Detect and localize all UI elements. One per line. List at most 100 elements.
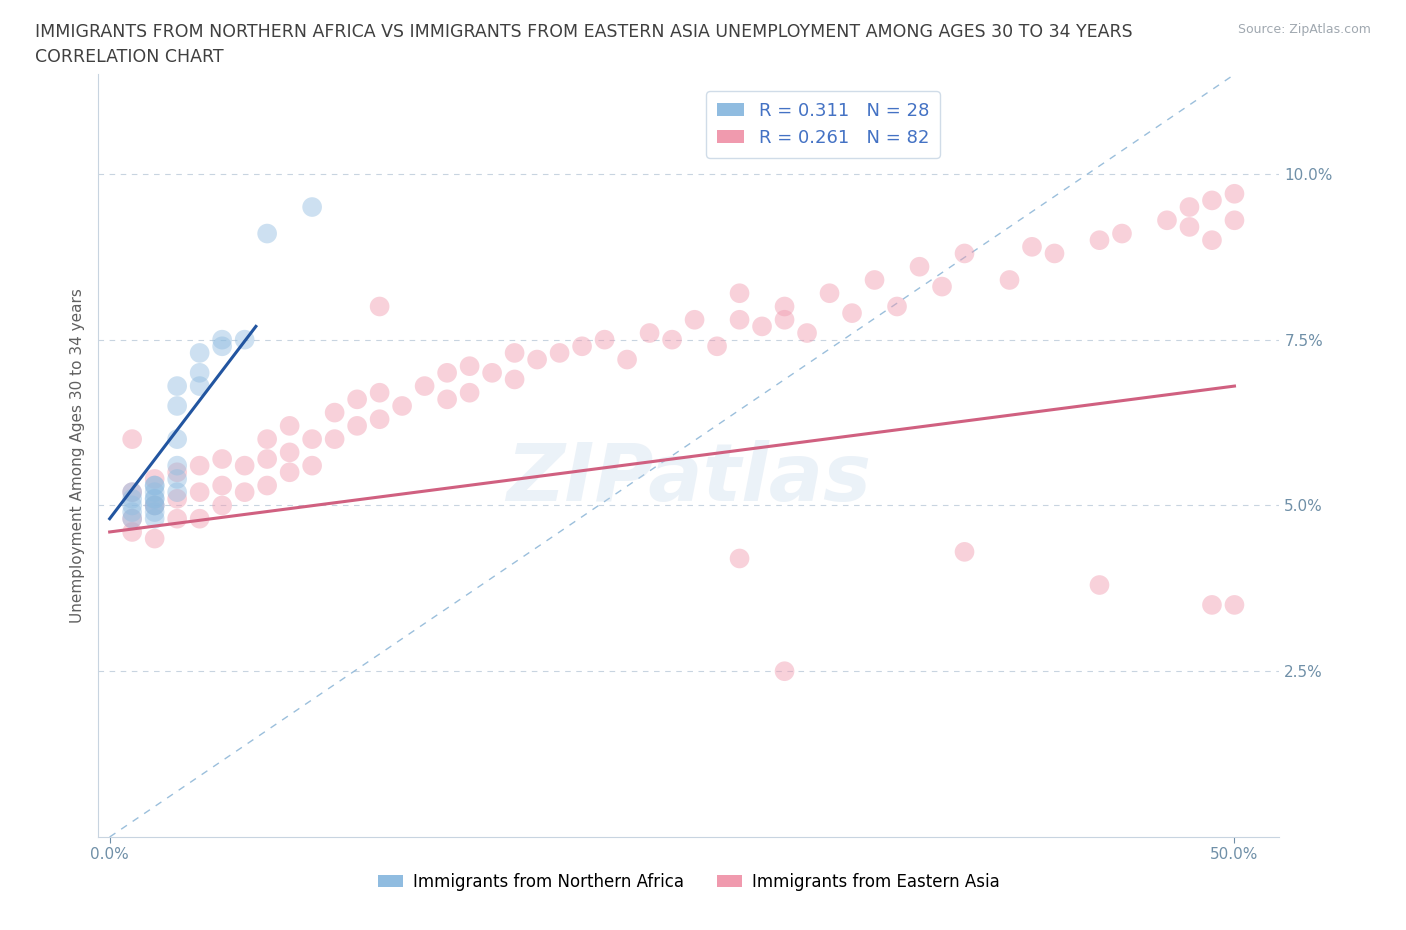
Point	[188, 485, 211, 499]
Point	[1201, 597, 1223, 612]
Point	[1201, 232, 1223, 247]
Point	[278, 418, 301, 433]
Point	[346, 392, 368, 406]
Point	[143, 498, 166, 512]
Point	[256, 478, 278, 493]
Point	[143, 472, 166, 486]
Point	[908, 259, 931, 274]
Point	[233, 332, 256, 347]
Y-axis label: Unemployment Among Ages 30 to 34 years: Unemployment Among Ages 30 to 34 years	[69, 288, 84, 623]
Point	[728, 551, 751, 566]
Point	[413, 379, 436, 393]
Point	[121, 512, 143, 526]
Point	[188, 512, 211, 526]
Point	[278, 465, 301, 480]
Point	[683, 312, 706, 327]
Point	[841, 306, 863, 321]
Point	[773, 299, 796, 314]
Point	[661, 332, 683, 347]
Point	[728, 286, 751, 300]
Point	[121, 505, 143, 520]
Point	[188, 458, 211, 473]
Point	[166, 472, 188, 486]
Point	[256, 432, 278, 446]
Point	[1223, 213, 1246, 228]
Point	[1201, 193, 1223, 207]
Point	[368, 385, 391, 400]
Point	[143, 498, 166, 512]
Point	[211, 339, 233, 353]
Point	[278, 445, 301, 459]
Point	[166, 491, 188, 506]
Point	[121, 432, 143, 446]
Point	[1156, 213, 1178, 228]
Point	[1088, 232, 1111, 247]
Text: Source: ZipAtlas.com: Source: ZipAtlas.com	[1237, 23, 1371, 36]
Text: CORRELATION CHART: CORRELATION CHART	[35, 48, 224, 66]
Point	[143, 491, 166, 506]
Point	[1021, 239, 1043, 254]
Legend: Immigrants from Northern Africa, Immigrants from Eastern Asia: Immigrants from Northern Africa, Immigra…	[371, 866, 1007, 897]
Point	[1223, 597, 1246, 612]
Point	[391, 399, 413, 414]
Point	[953, 246, 976, 261]
Point	[503, 345, 526, 360]
Point	[233, 485, 256, 499]
Point	[323, 432, 346, 446]
Point	[1111, 226, 1133, 241]
Point	[1178, 219, 1201, 234]
Point	[211, 332, 233, 347]
Point	[436, 392, 458, 406]
Point	[571, 339, 593, 353]
Point	[301, 432, 323, 446]
Point	[863, 272, 886, 287]
Text: IMMIGRANTS FROM NORTHERN AFRICA VS IMMIGRANTS FROM EASTERN ASIA UNEMPLOYMENT AMO: IMMIGRANTS FROM NORTHERN AFRICA VS IMMIG…	[35, 23, 1133, 41]
Point	[143, 512, 166, 526]
Point	[166, 465, 188, 480]
Point	[166, 399, 188, 414]
Point	[1223, 186, 1246, 201]
Point	[121, 491, 143, 506]
Point	[638, 326, 661, 340]
Point	[1178, 200, 1201, 215]
Point	[256, 452, 278, 467]
Point	[1088, 578, 1111, 592]
Point	[931, 279, 953, 294]
Point	[121, 485, 143, 499]
Point	[121, 485, 143, 499]
Point	[211, 478, 233, 493]
Point	[998, 272, 1021, 287]
Point	[503, 372, 526, 387]
Point	[143, 478, 166, 493]
Point	[121, 512, 143, 526]
Point	[166, 458, 188, 473]
Point	[188, 379, 211, 393]
Point	[526, 352, 548, 367]
Point	[143, 491, 166, 506]
Point	[211, 498, 233, 512]
Point	[166, 379, 188, 393]
Point	[368, 412, 391, 427]
Point	[773, 312, 796, 327]
Point	[796, 326, 818, 340]
Point	[233, 458, 256, 473]
Point	[436, 365, 458, 380]
Point	[301, 200, 323, 215]
Point	[121, 525, 143, 539]
Point	[346, 418, 368, 433]
Point	[548, 345, 571, 360]
Point	[166, 512, 188, 526]
Point	[188, 345, 211, 360]
Point	[458, 359, 481, 374]
Point	[143, 478, 166, 493]
Point	[953, 544, 976, 559]
Point	[728, 312, 751, 327]
Point	[121, 498, 143, 512]
Point	[143, 498, 166, 512]
Point	[166, 432, 188, 446]
Point	[143, 531, 166, 546]
Point	[706, 339, 728, 353]
Point	[211, 452, 233, 467]
Point	[818, 286, 841, 300]
Point	[458, 385, 481, 400]
